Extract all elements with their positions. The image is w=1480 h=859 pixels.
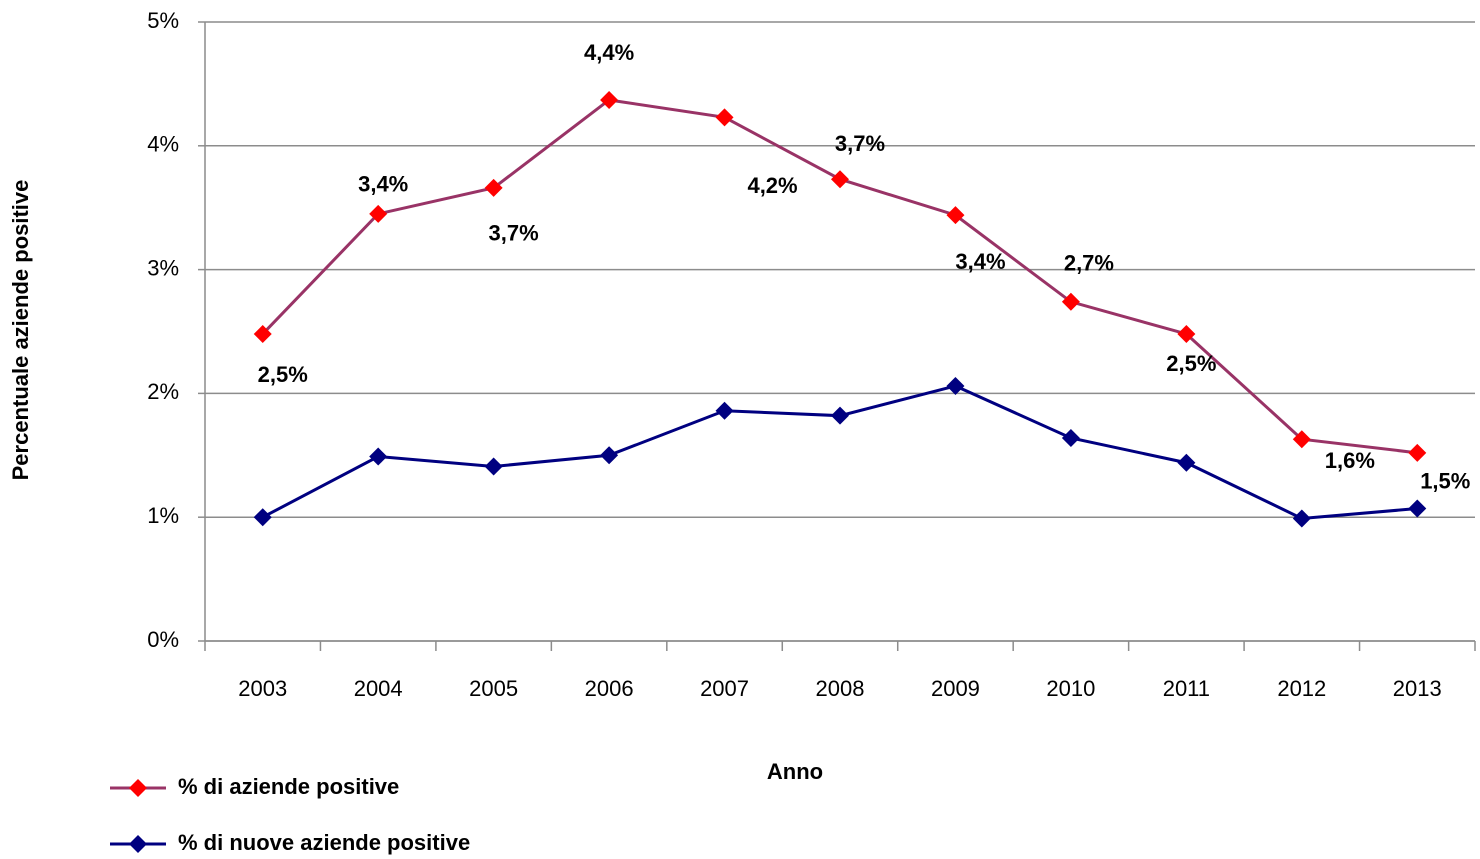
y-tick-label: 1% bbox=[147, 503, 179, 528]
x-tick-label: 2009 bbox=[931, 676, 980, 701]
marker bbox=[1177, 453, 1196, 472]
marker bbox=[946, 206, 965, 225]
y-tick-label: 3% bbox=[147, 255, 179, 280]
x-tick-label: 2004 bbox=[354, 676, 403, 701]
legend-label: % di aziende positive bbox=[178, 774, 399, 799]
marker bbox=[253, 508, 272, 527]
legend-marker bbox=[129, 779, 147, 797]
x-tick-label: 2013 bbox=[1393, 676, 1442, 701]
marker bbox=[369, 204, 388, 223]
x-tick-label: 2007 bbox=[700, 676, 749, 701]
marker bbox=[715, 108, 734, 127]
data-label: 2,7% bbox=[1064, 251, 1114, 276]
y-tick-label: 5% bbox=[147, 8, 179, 33]
marker bbox=[831, 406, 849, 425]
x-tick-label: 2005 bbox=[469, 676, 518, 701]
x-tick-label: 2012 bbox=[1277, 676, 1326, 701]
data-label: 2,5% bbox=[258, 362, 308, 387]
y-tick-label: 4% bbox=[147, 132, 179, 157]
legend-marker bbox=[129, 835, 147, 853]
data-label: 3,7% bbox=[835, 131, 885, 156]
y-axis-label: Percentuale aziende positive bbox=[8, 180, 33, 481]
marker bbox=[1177, 324, 1196, 343]
marker bbox=[1292, 509, 1311, 528]
marker bbox=[600, 90, 619, 109]
series-line bbox=[262, 384, 1418, 520]
x-tick-label: 2010 bbox=[1046, 676, 1095, 701]
marker bbox=[1408, 499, 1427, 518]
data-label: 3,4% bbox=[358, 172, 408, 197]
data-label: 3,4% bbox=[955, 249, 1005, 274]
y-tick-label: 0% bbox=[147, 627, 179, 652]
x-tick-label: 2008 bbox=[816, 676, 865, 701]
x-axis-label: Anno bbox=[767, 759, 823, 784]
marker bbox=[1061, 428, 1080, 447]
data-label: 3,7% bbox=[489, 221, 539, 246]
y-tick-label: 2% bbox=[147, 379, 179, 404]
marker bbox=[484, 178, 503, 197]
x-tick-label: 2003 bbox=[238, 676, 287, 701]
marker bbox=[946, 376, 965, 395]
data-label: 4,4% bbox=[584, 40, 634, 65]
marker bbox=[484, 457, 503, 476]
data-label: 4,2% bbox=[747, 173, 797, 198]
marker bbox=[1292, 430, 1311, 449]
marker bbox=[1408, 443, 1427, 462]
marker bbox=[831, 170, 849, 189]
marker bbox=[369, 447, 388, 466]
x-tick-label: 2011 bbox=[1163, 676, 1210, 701]
marker bbox=[715, 401, 734, 420]
data-label: 1,5% bbox=[1420, 469, 1470, 494]
marker bbox=[600, 446, 619, 465]
data-label: 2,5% bbox=[1166, 351, 1216, 376]
legend-label: % di nuove aziende positive bbox=[178, 830, 470, 855]
marker bbox=[253, 324, 272, 343]
x-tick-label: 2006 bbox=[585, 676, 634, 701]
marker bbox=[1061, 292, 1080, 311]
data-label: 1,6% bbox=[1325, 448, 1375, 473]
